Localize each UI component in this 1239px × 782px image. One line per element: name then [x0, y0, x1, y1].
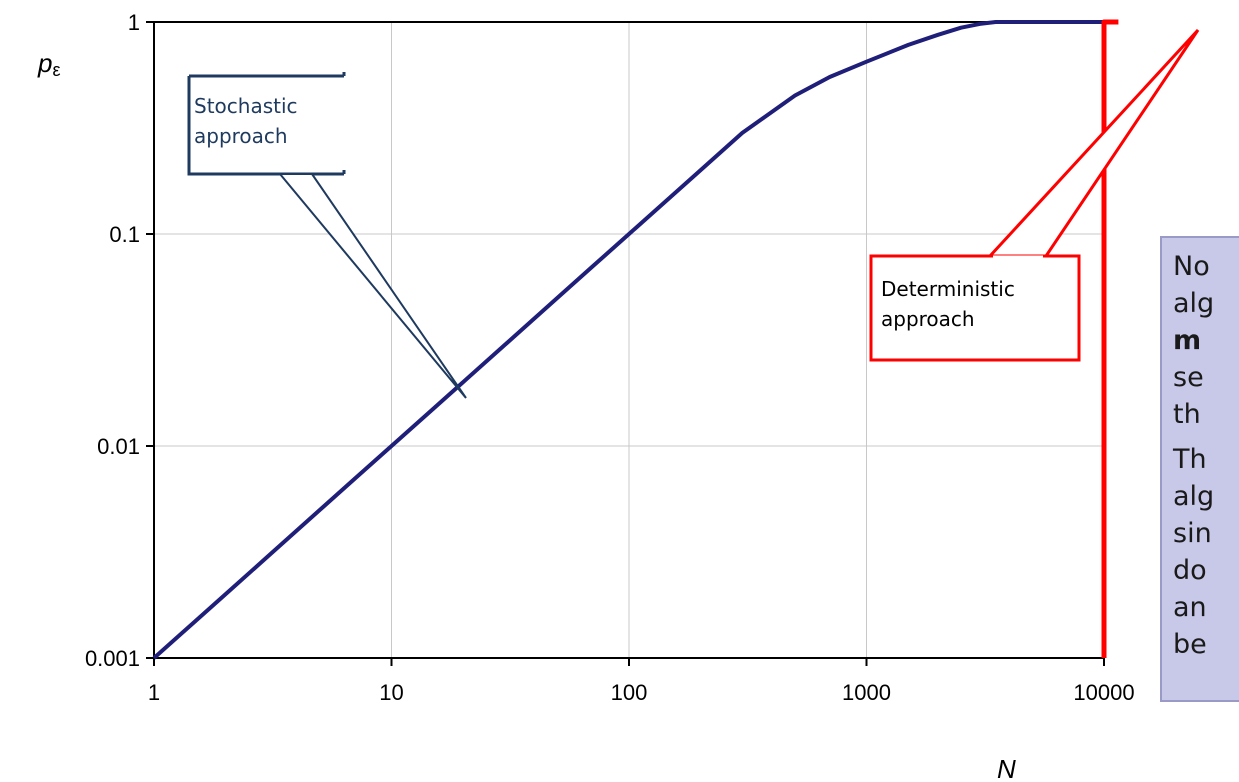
tick-labels: 1 10 100 1000 10000 1 0.1 0.01 0.001	[85, 10, 1135, 705]
note-line: se	[1173, 362, 1204, 393]
note-line: sin	[1173, 518, 1212, 549]
callout-stochastic-line: approach	[194, 124, 288, 148]
callout-deterministic: Deterministic approach	[869, 28, 1200, 362]
x-tick-label: 10	[379, 680, 403, 705]
callout-deterministic-line: Deterministic	[881, 277, 1015, 301]
callout-stochastic-frame	[187, 72, 346, 176]
y-tick-label: 0.1	[109, 222, 140, 247]
note-paragraph-1: No alg m se th	[1173, 248, 1239, 433]
x-axis-label: N	[997, 754, 1016, 782]
note-box: No alg m se th Th alg sin do an be	[1160, 236, 1239, 702]
callout-deterministic-line: approach	[881, 307, 975, 331]
callout-deterministic-frame	[869, 254, 1081, 362]
series-layer	[152, 19, 1119, 660]
note-line: Th	[1173, 444, 1207, 475]
callouts: Stochastic approach Deterministic approach	[187, 28, 1200, 399]
callout-deterministic-text: Deterministic approach	[881, 277, 1015, 331]
callout-stochastic: Stochastic approach	[187, 72, 467, 399]
note-line: alg	[1173, 481, 1215, 512]
note-line: do	[1173, 555, 1207, 586]
callout-deterministic-pointer	[986, 28, 1200, 258]
y-axis-label-sub: ε	[52, 60, 60, 80]
callout-stochastic-line: Stochastic	[194, 94, 298, 118]
callout-stochastic-text: Stochastic approach	[194, 94, 298, 148]
note-paragraph-2: Th alg sin do an be	[1173, 441, 1239, 663]
y-axis-label-main: p	[37, 48, 52, 78]
callout-stochastic-pointer	[277, 173, 467, 399]
note-line: be	[1173, 629, 1207, 660]
y-tick-label: 0.001	[85, 646, 140, 671]
axes	[146, 21, 1105, 666]
x-tick-label: 1	[148, 680, 160, 705]
note-line: No	[1173, 251, 1210, 282]
x-tick-label: 100	[611, 680, 648, 705]
y-tick-label: 1	[128, 10, 140, 35]
series-line-deterministic	[1101, 19, 1119, 658]
note-line: alg	[1173, 288, 1215, 319]
note-line: th	[1173, 399, 1201, 430]
y-tick-label: 0.01	[97, 434, 140, 459]
x-tick-label: 1000	[842, 680, 891, 705]
note-line: m	[1173, 325, 1202, 356]
series-line-stochastic	[152, 20, 1104, 660]
y-axis-label: pε	[37, 48, 61, 80]
x-tick-label: 10000	[1073, 680, 1134, 705]
note-line: an	[1173, 592, 1207, 623]
